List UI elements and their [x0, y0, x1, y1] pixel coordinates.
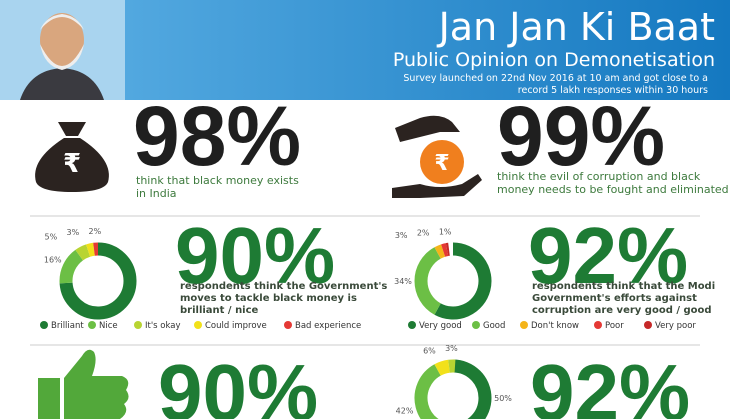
thumb-icon [38, 349, 129, 419]
stat-figure: 92% [530, 348, 690, 419]
subtitle: Public Opinion on Demonetisation [393, 49, 715, 71]
donut-segment [414, 364, 442, 419]
donut-segment [59, 249, 84, 284]
legend-label: Good [483, 321, 505, 331]
stat-figure: 98% [133, 89, 301, 183]
legend-swatch [88, 321, 96, 329]
donut-segment [434, 359, 451, 376]
donut-label: 2% [417, 229, 430, 238]
donut-label: 3% [445, 344, 458, 353]
donut-label: 3% [395, 231, 408, 240]
donut-label: 6% [423, 346, 436, 355]
legend-label: Poor [605, 321, 624, 331]
stat-text: money needs to be fought and eliminated [497, 183, 729, 196]
legend-label: Very poor [655, 321, 696, 331]
legend-swatch [284, 321, 292, 329]
donut-segment [75, 244, 91, 261]
note: Survey launched on 22nd Nov 2016 at 10 a… [403, 73, 708, 84]
donut-segment [441, 243, 449, 257]
legend-swatch [520, 321, 528, 329]
legend-label: Could improve [205, 321, 267, 331]
svg-text:₹: ₹ [63, 149, 81, 179]
donut-segment [59, 242, 137, 320]
donut-label: 2% [89, 227, 102, 236]
donut-segment [86, 242, 95, 257]
svg-text:₹: ₹ [434, 151, 449, 176]
stat-figure: 90% [158, 348, 318, 419]
donut-label: 1% [439, 228, 452, 237]
donut-label: 50% [494, 394, 512, 403]
legend-label: It's okay [145, 321, 181, 331]
donut-segment [452, 359, 492, 419]
stat-text: think the evil of corruption and black [497, 170, 701, 183]
stat-figure: 90% [175, 211, 335, 300]
corruption-icon: ₹ [392, 115, 482, 198]
legend-label: Nice [99, 321, 118, 331]
stat-text: think that black money exists [136, 174, 299, 187]
donut-segment [434, 242, 492, 320]
legend-swatch [644, 321, 652, 329]
legend-label: Don't know [531, 321, 579, 331]
legend-label: Brilliant [51, 321, 84, 331]
stat-figure: 92% [528, 211, 688, 300]
stat-text: brilliant / nice [180, 305, 259, 316]
money-bag-icon: ₹ [35, 122, 109, 192]
portrait [0, 0, 125, 100]
donut-segment [434, 244, 446, 259]
legend-swatch [40, 321, 48, 329]
donut-label: 5% [45, 232, 58, 241]
legend-label: Bad experience [295, 321, 361, 331]
note: record 5 lakh responses within 30 hours [518, 85, 708, 96]
donut-label: 34% [394, 277, 412, 286]
legend-swatch [194, 321, 202, 329]
stat-text: corruption are very good / good [532, 305, 712, 316]
stat-text: Government's efforts against [532, 293, 697, 304]
donut-label: 16% [44, 256, 62, 265]
stat-figure: 99% [497, 89, 665, 183]
stat-text: moves to tackle black money is [180, 293, 357, 304]
legend-label: Very good [419, 321, 462, 331]
donut-segment [414, 247, 442, 315]
legend-swatch [134, 321, 142, 329]
legend-swatch [472, 321, 480, 329]
legend-swatch [408, 321, 416, 329]
title: Jan Jan Ki Baat [437, 5, 715, 49]
stat-text: in India [136, 187, 177, 200]
legend-swatch [594, 321, 602, 329]
donut-label: 42% [396, 406, 414, 415]
stat-text: respondents think that the Modi [532, 281, 715, 292]
donut-label: 3% [67, 228, 80, 237]
stat-text: respondents think the Government's [180, 281, 387, 292]
